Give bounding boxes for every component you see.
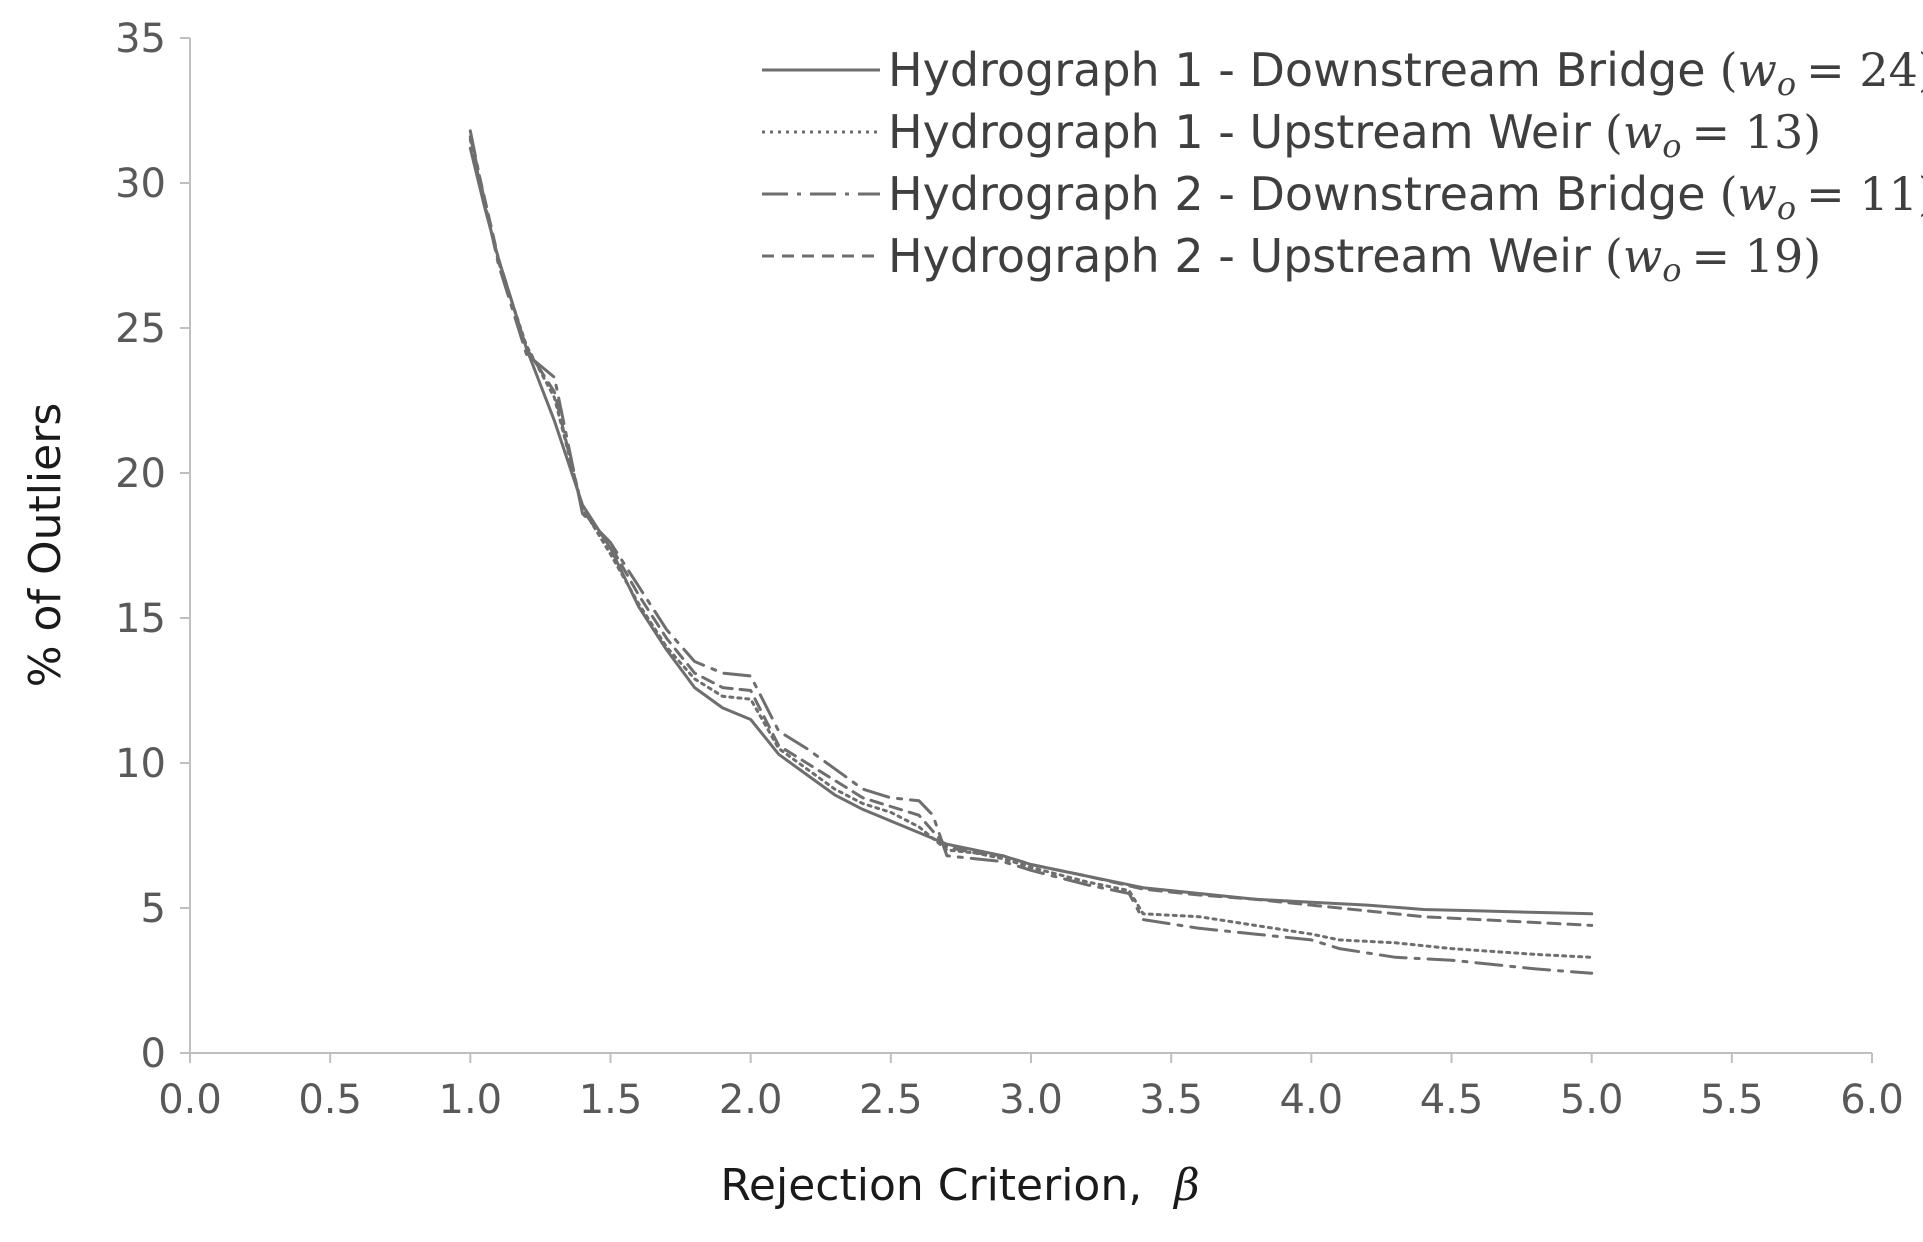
- series-line-4: [468, 135, 1594, 927]
- legend-label-4: Hydrograph 2 - Upstream Weir (wo = 19): [888, 229, 1821, 289]
- y-tick-label: 10: [115, 741, 166, 787]
- x-tick-label: 3.0: [999, 1077, 1063, 1123]
- x-tick-label: 1.0: [439, 1077, 503, 1123]
- legend-subscript: o: [1777, 189, 1796, 227]
- x-tick-label: 4.0: [1280, 1077, 1344, 1123]
- legend-symbol: w: [1623, 229, 1662, 283]
- legend-subscript: o: [1662, 251, 1681, 289]
- legend-name: Hydrograph 1 - Downstream Bridge: [888, 43, 1706, 97]
- y-tick-label: 15: [115, 596, 166, 642]
- legend-name: Hydrograph 2 - Downstream Bridge: [888, 167, 1706, 221]
- legend-label-1: Hydrograph 1 - Downstream Bridge (wo = 24): [888, 43, 1923, 103]
- legend-label-3: Hydrograph 2 - Downstream Bridge (wo = 11): [888, 167, 1923, 227]
- x-tick-label: 2.5: [859, 1077, 923, 1123]
- x-tick-label: 5.0: [1560, 1077, 1624, 1123]
- y-axis-ticks: 0 5 10 15 20 25 30 35: [115, 16, 190, 1077]
- legend-label-2: Hydrograph 1 - Upstream Weir (wo = 13): [888, 105, 1821, 165]
- x-axis-title-text: Rejection Criterion,: [720, 1160, 1142, 1211]
- y-tick-label: 20: [115, 451, 166, 497]
- legend-name: Hydrograph 1 - Upstream Weir: [888, 105, 1591, 159]
- legend-subscript: o: [1777, 65, 1796, 103]
- x-tick-label: 6.0: [1840, 1077, 1904, 1123]
- y-tick-label: 5: [141, 886, 166, 932]
- legend-symbol: w: [1738, 43, 1777, 97]
- y-tick-label: 0: [141, 1031, 166, 1077]
- legend-value: = 24): [1806, 43, 1923, 97]
- legend-value: = 11): [1806, 167, 1923, 221]
- x-tick-label: 4.5: [1420, 1077, 1484, 1123]
- x-axis-ticks: 0.0 0.5 1.0 1.5 2.0 2.5 3.0 3.5 4.0 4.5 5.0 5.5 6.0: [158, 1053, 1904, 1123]
- x-axis-title: Rejection Criterion, β: [720, 1160, 1199, 1211]
- legend-name: Hydrograph 2 - Upstream Weir: [888, 229, 1591, 283]
- legend-paren: (: [1720, 167, 1738, 221]
- legend-symbol: w: [1738, 167, 1777, 221]
- y-tick-label: 30: [115, 161, 166, 207]
- x-tick-label: 0.5: [298, 1077, 362, 1123]
- legend-value: = 13): [1692, 105, 1822, 159]
- legend-paren: (: [1605, 229, 1623, 283]
- legend-value: = 19): [1692, 229, 1822, 283]
- legend-symbol: w: [1623, 105, 1662, 159]
- y-tick-label: 25: [115, 306, 166, 352]
- x-axis-title-symbol: β: [1172, 1160, 1199, 1211]
- x-tick-label: 3.5: [1139, 1077, 1203, 1123]
- legend-paren: (: [1720, 43, 1738, 97]
- y-tick-label: 35: [115, 16, 166, 62]
- x-tick-label: 0.0: [158, 1077, 222, 1123]
- legend-paren: (: [1605, 105, 1623, 159]
- x-tick-label: 1.5: [579, 1077, 643, 1123]
- series-layer: [468, 129, 1594, 975]
- x-tick-label: 5.5: [1700, 1077, 1764, 1123]
- x-tick-label: 2.0: [719, 1077, 783, 1123]
- series-line-1: [468, 146, 1594, 916]
- legend: Hydrograph 1 - Downstream Bridge (wo = 24)…: [762, 43, 1923, 289]
- y-axis-title: % of Outliers: [20, 403, 71, 688]
- series-line-2: [468, 138, 1594, 959]
- legend-subscript: o: [1662, 127, 1681, 165]
